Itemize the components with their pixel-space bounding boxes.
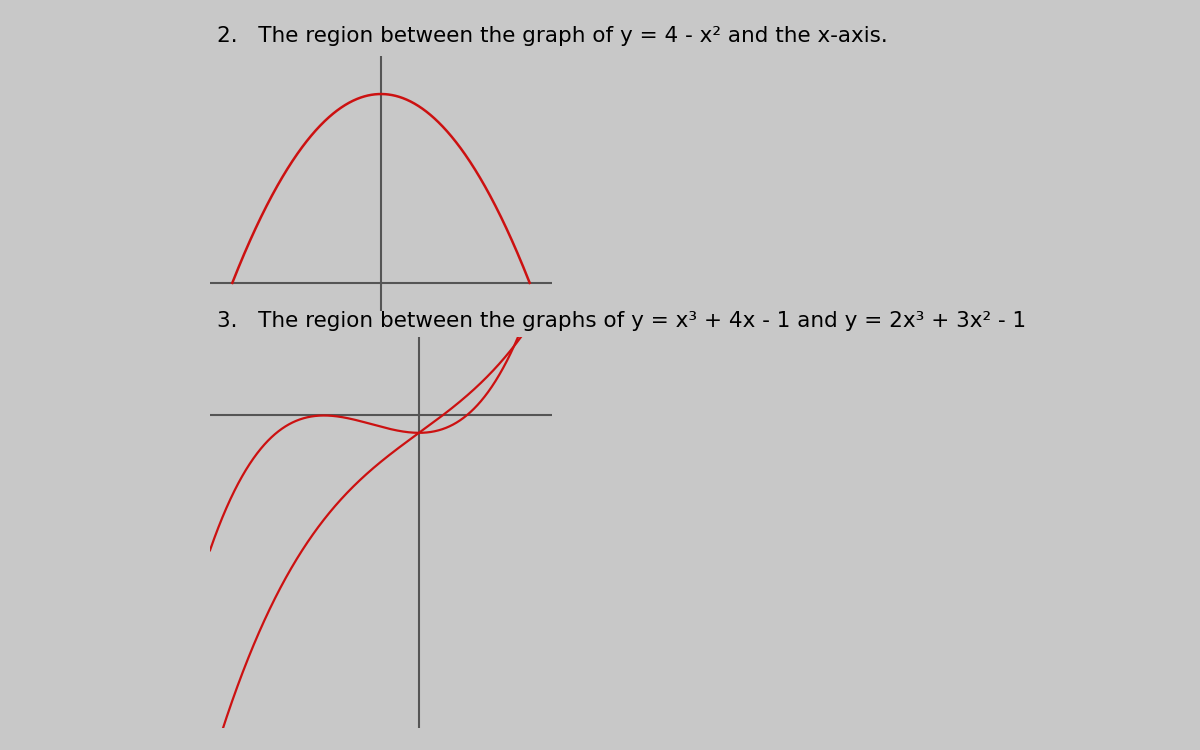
Text: 2.   The region between the graph of y = 4 - x² and the x-axis.: 2. The region between the graph of y = 4…	[217, 26, 888, 46]
Text: 3.   The region between the graphs of y = x³ + 4x - 1 and y = 2x³ + 3x² - 1: 3. The region between the graphs of y = …	[217, 311, 1026, 332]
